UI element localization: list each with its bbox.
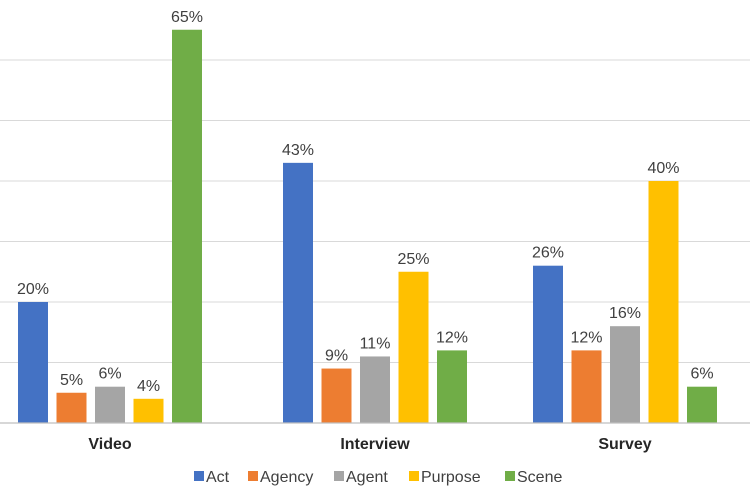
bar-video-act [18,302,48,423]
bar-interview-agent [360,356,390,423]
legend-item-scene: Scene [505,469,562,486]
legend-label-agent: Agent [346,469,388,486]
bars [18,29,717,423]
legend-item-purpose: Purpose [409,469,481,486]
data-label-survey-agent: 16% [609,305,641,322]
legend-swatch-act [194,471,204,481]
legend-item-agency: Agency [248,469,313,486]
bar-survey-agency [571,350,602,423]
category-label-interview: Interview [340,436,410,453]
category-label-video: Video [88,436,132,453]
category-labels: Video Interview Survey [88,436,651,453]
data-label-survey-scene: 6% [690,366,713,383]
data-label-interview-agency: 9% [325,348,348,365]
bar-interview-purpose [398,271,429,423]
data-label-interview-scene: 12% [436,329,468,346]
data-label-survey-agency: 12% [570,329,602,346]
bar-survey-scene [687,386,717,423]
data-label-video-act: 20% [17,281,49,298]
bar-survey-purpose [648,181,679,423]
legend-label-scene: Scene [517,469,562,486]
bar-interview-agency [321,368,352,423]
legend-swatch-scene [505,471,515,481]
legend-swatch-agent [334,471,344,481]
category-label-survey: Survey [598,436,651,453]
legend-item-act: Act [194,469,230,486]
data-label-video-agent: 6% [98,366,121,383]
data-label-video-scene: 65% [171,9,203,26]
data-label-video-purpose: 4% [137,378,160,395]
legend-label-purpose: Purpose [421,469,481,486]
bar-survey-agent [610,326,640,423]
legend-swatch-purpose [409,471,419,481]
bar-video-purpose [133,398,164,423]
legend-label-act: Act [206,469,230,486]
bar-interview-scene [437,350,467,423]
data-labels: 20% 5% 6% 4% 65% 43% 9% 11% 25% 12% 26% 12% 16% 40% 6% [17,9,714,395]
legend-item-agent: Agent [334,469,388,486]
bar-video-agent [95,386,125,423]
legend: Act Agency Agent Purpose Scene [194,469,562,486]
data-label-interview-act: 43% [282,142,314,159]
bar-interview-act [283,162,313,423]
data-label-survey-act: 26% [532,245,564,262]
data-label-video-agency: 5% [60,372,83,389]
data-label-survey-purpose: 40% [647,160,679,177]
bar-video-agency [56,392,87,423]
data-label-interview-purpose: 25% [397,251,429,268]
legend-swatch-agency [248,471,258,481]
legend-label-agency: Agency [260,469,313,486]
data-label-interview-agent: 11% [360,335,391,352]
bar-video-scene [172,29,202,423]
bar-survey-act [533,265,563,423]
